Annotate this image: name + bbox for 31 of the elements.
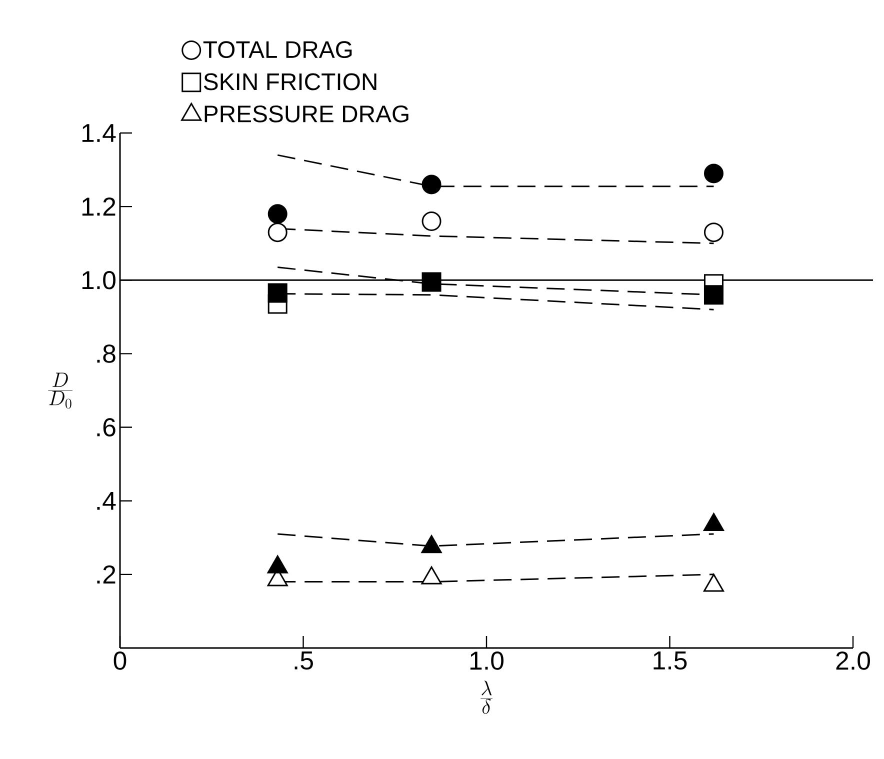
point [421, 535, 442, 554]
point [422, 212, 442, 232]
y-tick-label: 1.2 [82, 198, 116, 216]
y-tick-label: 1.0 [82, 270, 116, 290]
legend-label: SKIN FRICTION [204, 73, 376, 90]
point [422, 174, 442, 194]
point [704, 164, 724, 184]
point [704, 222, 724, 242]
point [267, 555, 288, 574]
x-tick-label: .5 [294, 652, 313, 670]
legend-label: PRESSURE DRAG [204, 105, 408, 122]
x-tick-label: 1.0 [470, 652, 504, 670]
y-tick-label: .6 [97, 418, 116, 436]
point [703, 574, 724, 592]
point [421, 566, 442, 584]
x-tick-label: 2.0 [836, 652, 870, 670]
point [422, 272, 442, 292]
x-axis-title: $\frac{\lambda}{\delta}$ [480, 680, 492, 714]
x-tick-label: 0 [114, 652, 126, 670]
y-axis-title: $\frac{D}{D_0}$ [48, 372, 72, 409]
point [703, 513, 724, 532]
point [704, 285, 724, 305]
point [268, 204, 288, 224]
y-tick-label: .8 [97, 344, 116, 363]
y-tick-label: 1.4 [82, 124, 116, 142]
y-tick-label: .4 [97, 492, 116, 510]
x-tick-label: 1.5 [654, 652, 687, 670]
point [268, 283, 288, 303]
point [268, 222, 288, 242]
legend-label: TOTAL DRAG [203, 41, 352, 58]
y-tick-label: .2 [97, 565, 116, 584]
